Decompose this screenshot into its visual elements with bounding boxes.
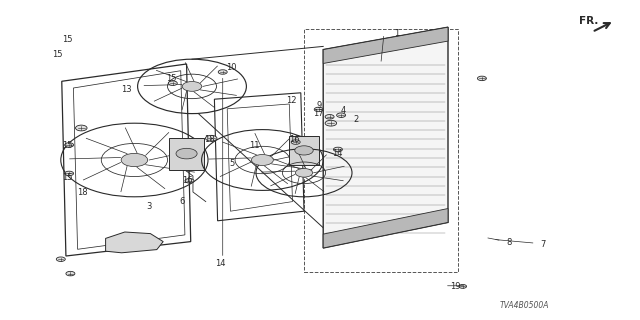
Text: 4: 4 [341, 106, 346, 115]
Text: 14: 14 [332, 149, 342, 158]
Circle shape [121, 153, 148, 167]
Text: 8: 8 [507, 238, 512, 247]
Text: 15: 15 [166, 74, 176, 83]
Text: 19: 19 [451, 282, 461, 291]
Circle shape [477, 76, 486, 81]
Polygon shape [323, 209, 448, 248]
Circle shape [176, 148, 197, 159]
FancyBboxPatch shape [289, 136, 319, 165]
Circle shape [295, 146, 313, 155]
Circle shape [66, 271, 75, 276]
Circle shape [337, 113, 346, 117]
Circle shape [296, 168, 312, 177]
Text: 1: 1 [394, 29, 399, 38]
Polygon shape [106, 232, 163, 253]
Text: 16: 16 [289, 135, 300, 144]
Text: 13: 13 [122, 85, 132, 94]
Text: 15: 15 [62, 36, 72, 44]
Circle shape [56, 257, 65, 261]
Text: 18: 18 [204, 135, 214, 144]
Text: 6: 6 [179, 197, 184, 206]
Circle shape [333, 147, 342, 152]
Circle shape [65, 143, 74, 147]
Circle shape [252, 155, 273, 165]
Circle shape [65, 171, 74, 176]
Text: FR.: FR. [579, 16, 598, 26]
Circle shape [291, 140, 300, 144]
Text: 14: 14 [215, 259, 225, 268]
Text: 15: 15 [62, 173, 72, 182]
Circle shape [325, 115, 334, 119]
Circle shape [459, 284, 467, 288]
Bar [304, 29, 458, 272]
Circle shape [182, 82, 202, 91]
Text: 11: 11 [250, 141, 260, 150]
Text: 12: 12 [286, 96, 296, 105]
Text: TVA4B0500A: TVA4B0500A [500, 301, 550, 310]
Text: 3: 3 [147, 202, 152, 211]
FancyBboxPatch shape [169, 138, 204, 170]
Text: 15: 15 [52, 50, 63, 59]
Text: 16: 16 [182, 176, 193, 185]
Text: 7: 7 [541, 240, 546, 249]
Circle shape [218, 70, 227, 74]
Circle shape [205, 135, 217, 141]
Polygon shape [323, 27, 448, 248]
Circle shape [185, 179, 194, 183]
Circle shape [314, 107, 323, 112]
Text: 18: 18 [77, 188, 87, 197]
Circle shape [76, 125, 87, 131]
Text: 2: 2 [354, 115, 359, 124]
Circle shape [168, 81, 177, 85]
Text: 5: 5 [229, 159, 234, 168]
Text: 10: 10 [227, 63, 237, 72]
Polygon shape [323, 27, 448, 63]
Text: 15: 15 [62, 141, 72, 150]
Circle shape [325, 120, 337, 126]
Text: 17: 17 [313, 109, 323, 118]
Text: 9: 9 [317, 101, 322, 110]
